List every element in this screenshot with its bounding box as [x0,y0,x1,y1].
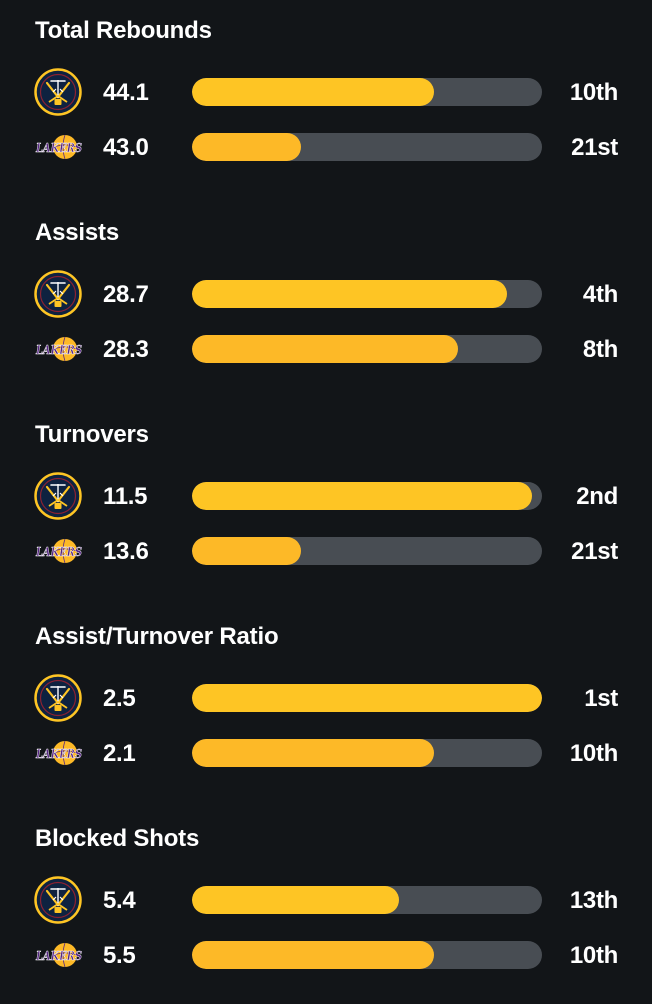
rank-bar-fill [192,886,399,914]
rank-bar-fill [192,684,542,712]
rank-bar [192,739,542,767]
stat-row-nuggets: 5.4 13th [0,876,652,924]
svg-text:LAKERS: LAKERS [35,343,82,357]
rank-bar [192,941,542,969]
stat-row-lakers: LAKERS 13.6 21st [0,527,652,575]
nuggets-logo-icon [34,270,82,318]
section-title: Blocked Shots [35,825,200,852]
rank-bar-fill [192,280,507,308]
lakers-logo-icon: LAKERS [34,527,82,575]
rank-bar-fill [192,133,301,161]
stat-section-blocked-shots: Blocked Shots 5.4 13th LAKERS 5.5 10th [0,814,652,1004]
stat-value: 44.1 [103,79,149,106]
stat-value: 43.0 [103,134,149,161]
rank-bar-fill [192,537,301,565]
league-rank: 4th [582,281,618,308]
svg-text:LAKERS: LAKERS [35,747,82,761]
league-rank: 13th [569,887,618,914]
stat-section-turnovers: Turnovers 11.5 2nd LAKERS 13.6 21st [0,410,652,600]
rank-bar [192,886,542,914]
lakers-logo-icon: LAKERS [34,123,82,171]
rank-bar [192,335,542,363]
stat-row-nuggets: 11.5 2nd [0,472,652,520]
stat-row-lakers: LAKERS 5.5 10th [0,931,652,979]
stat-value: 28.3 [103,336,149,363]
rank-bar-fill [192,335,458,363]
league-rank: 10th [569,942,618,969]
league-rank: 8th [582,336,618,363]
league-rank: 1st [584,685,618,712]
svg-text:LAKERS: LAKERS [35,949,82,963]
rank-bar [192,280,542,308]
stat-row-nuggets: 44.1 10th [0,68,652,116]
stat-value: 13.6 [103,538,149,565]
nuggets-logo-icon [34,68,82,116]
rank-bar-fill [192,78,434,106]
league-rank: 2nd [576,483,618,510]
stat-value: 5.5 [103,942,136,969]
rank-bar [192,133,542,161]
rank-bar-fill [192,739,434,767]
stat-row-lakers: LAKERS 2.1 10th [0,729,652,777]
stat-section-total-rebounds: Total Rebounds 44.1 10th LAKERS 43.0 21s… [0,6,652,196]
section-title: Assists [35,219,119,246]
stat-row-nuggets: 28.7 4th [0,270,652,318]
stat-section-assist-turnover-ratio: Assist/Turnover Ratio 2.5 1st LAKERS 2.1… [0,612,652,802]
lakers-logo-icon: LAKERS [34,729,82,777]
svg-text:LAKERS: LAKERS [35,545,82,559]
lakers-logo-icon: LAKERS [34,325,82,373]
section-title: Total Rebounds [35,17,212,44]
section-title: Turnovers [35,421,149,448]
nuggets-logo-icon [34,472,82,520]
stat-row-nuggets: 2.5 1st [0,674,652,722]
rank-bar-fill [192,941,434,969]
nuggets-logo-icon [34,674,82,722]
rank-bar [192,78,542,106]
league-rank: 10th [569,79,618,106]
stat-row-lakers: LAKERS 28.3 8th [0,325,652,373]
section-title: Assist/Turnover Ratio [35,623,279,650]
stat-value: 28.7 [103,281,149,308]
rank-bar [192,684,542,712]
league-rank: 21st [571,134,618,161]
stat-value: 2.1 [103,740,136,767]
league-rank: 10th [569,740,618,767]
lakers-logo-icon: LAKERS [34,931,82,979]
stat-value: 5.4 [103,887,136,914]
rank-bar [192,482,542,510]
stat-value: 2.5 [103,685,136,712]
rank-bar [192,537,542,565]
svg-text:LAKERS: LAKERS [35,141,82,155]
league-rank: 21st [571,538,618,565]
nuggets-logo-icon [34,876,82,924]
stat-section-assists: Assists 28.7 4th LAKERS 28.3 8th [0,208,652,398]
stat-row-lakers: LAKERS 43.0 21st [0,123,652,171]
stat-value: 11.5 [103,483,148,510]
rank-bar-fill [192,482,532,510]
